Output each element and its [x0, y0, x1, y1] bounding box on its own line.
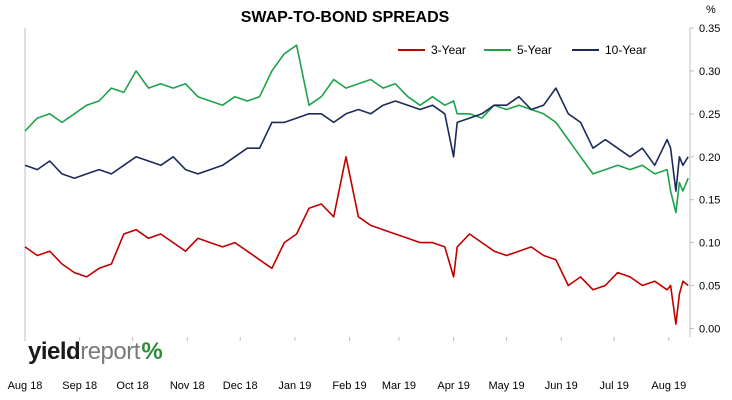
chart-title: SWAP-TO-BOND SPREADS	[241, 9, 450, 26]
x-tick-label: Apr 19	[437, 380, 469, 392]
yieldreport-logo: yieldreport %	[28, 338, 163, 366]
y-tick-label: 0.00	[699, 323, 720, 335]
legend: 3-Year 5-Year 10-Year	[398, 43, 647, 57]
y-tick-label: 0.15	[699, 195, 720, 207]
x-tick-label: Jan 19	[278, 380, 311, 392]
logo-part-yield: yield	[28, 338, 81, 365]
legend-label: 10-Year	[605, 43, 647, 57]
x-tick-label: Feb 19	[332, 380, 366, 392]
axes: 0.00 0.05 0.10 0.15 0.20 0.25 0.30 0.35 Aug 18 Se…	[8, 23, 721, 392]
x-tick-label: Sep 18	[62, 380, 97, 392]
x-tick-label: Aug 19	[651, 380, 686, 392]
legend-label: 5-Year	[517, 43, 552, 57]
series-line-5-year	[24, 44, 689, 214]
series-lines	[24, 44, 689, 325]
logo-percent: %	[141, 338, 163, 365]
x-tick-label: May 19	[489, 380, 525, 392]
x-tick-label: Oct 18	[116, 380, 148, 392]
x-tick-label: Mar 19	[382, 380, 416, 392]
x-tick-label: Jun 19	[545, 380, 578, 392]
legend-label: 3-Year	[431, 43, 466, 57]
x-tick-label: Nov 18	[170, 380, 205, 392]
y-tick-label: 0.10	[699, 238, 720, 250]
y-tick-label: 0.20	[699, 152, 720, 164]
x-tick-label: Jul 19	[599, 380, 628, 392]
y-tick-label: 0.05	[699, 281, 720, 293]
y-tick-label: 0.25	[699, 109, 720, 121]
x-tick-label: Dec 18	[223, 380, 258, 392]
series-line-10-year	[24, 87, 689, 192]
y-tick-label: 0.30	[699, 66, 720, 78]
series-line-3-year	[24, 156, 689, 325]
y-tick-label: 0.35	[699, 23, 720, 35]
logo-part-report: report	[80, 338, 140, 365]
y-axis-unit: %	[706, 4, 716, 16]
x-tick-label: Aug 18	[8, 380, 43, 392]
